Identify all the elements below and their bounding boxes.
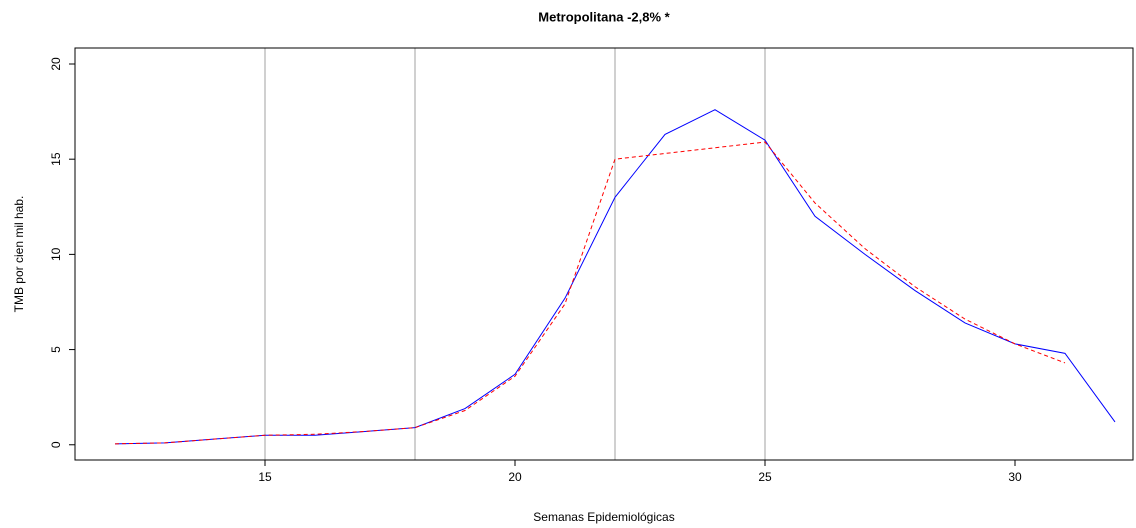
x-tick-label: 15 — [258, 470, 272, 484]
y-tick-label: 0 — [49, 441, 63, 448]
data-line — [114, 109, 1116, 445]
x-axis-label: Semanas Epidemiológicas — [533, 510, 674, 524]
x-tick-label: 20 — [508, 470, 522, 484]
chart-title: Metropolitana -2,8% * — [538, 9, 670, 24]
x-tick-label: 25 — [758, 470, 772, 484]
plot-frame — [74, 47, 1134, 461]
x-tick-label: 30 — [1008, 470, 1022, 484]
y-tick-label: 5 — [49, 346, 63, 353]
data-line — [114, 141, 1066, 445]
y-tick-label: 20 — [49, 57, 63, 71]
y-tick-label: 15 — [49, 152, 63, 166]
y-tick-label: 10 — [49, 247, 63, 261]
y-axis-label: TMB por cien mil hab. — [12, 196, 26, 313]
